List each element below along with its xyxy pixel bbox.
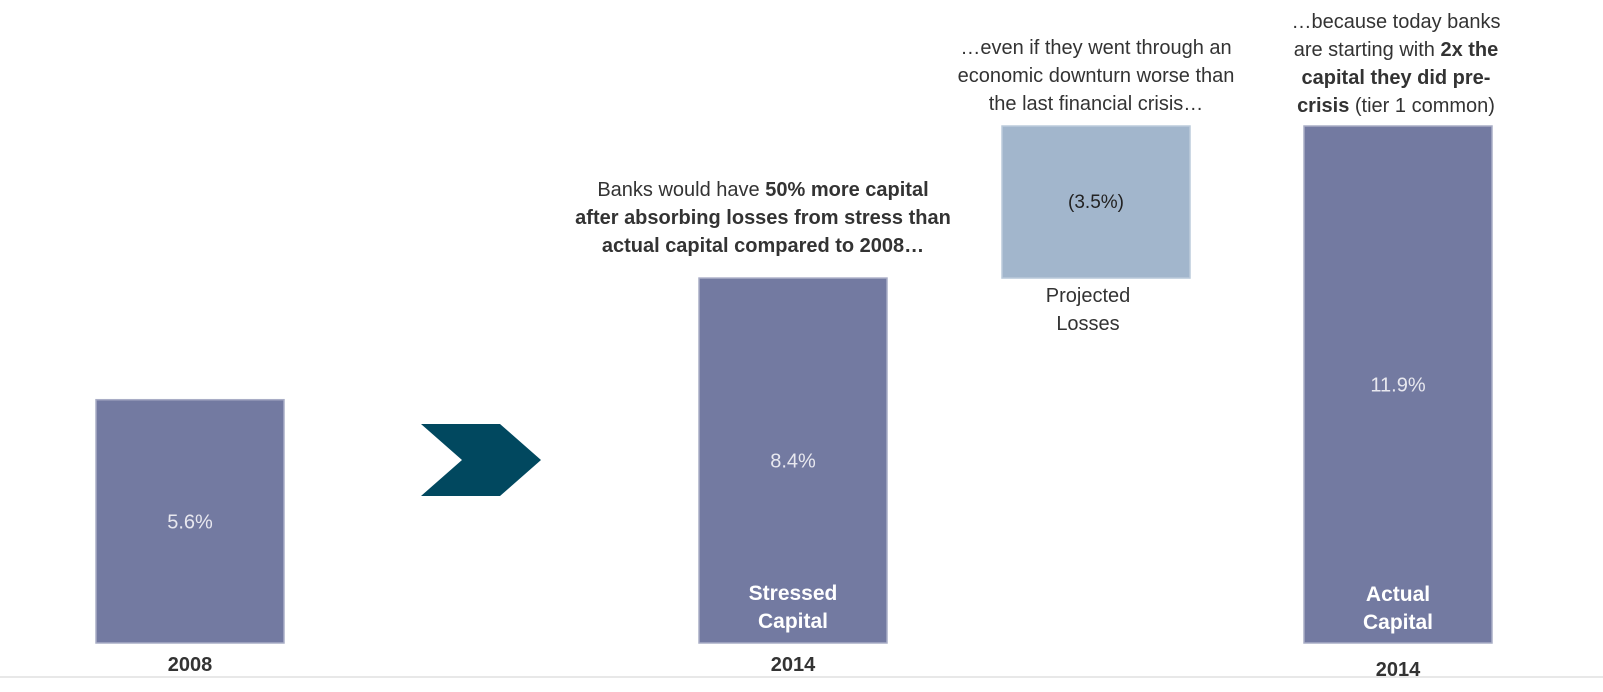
x-tick-label-losses: Losses (1056, 313, 1119, 335)
annotation-bold-text: crisis (1297, 95, 1350, 117)
stressed-capital-annotation: Banks would have 50% more capital after … (520, 176, 1006, 260)
x-tick-label-stressed: 2014 (771, 654, 816, 676)
inner-label-stressed: Capital (758, 610, 828, 633)
x-tick-label-2008: 2008 (168, 654, 213, 676)
projected-losses-annotation: …even if they went through an economic d… (896, 34, 1296, 118)
x-tick-label-actual: 2014 (1376, 659, 1421, 681)
x-tick-label-losses: Projected (1046, 285, 1131, 307)
annotation-text: are starting with (1293, 39, 1441, 61)
bar-stressed (698, 277, 888, 644)
annotation-bold-text: actual capital compared to 2008… (601, 235, 925, 257)
data-label-losses: (3.5%) (1068, 192, 1124, 213)
data-label-stressed: 8.4% (770, 451, 816, 473)
annotation-bold-text: after absorbing losses from stress than (575, 207, 951, 229)
annotation-text: economic downturn worse than (957, 65, 1235, 87)
annotation-text: the last financial crisis… (988, 93, 1204, 115)
inner-label-actual: Capital (1363, 611, 1433, 634)
data-label-actual: 11.9% (1370, 375, 1425, 397)
annotation-bold-text: 50% more capital (765, 179, 929, 201)
annotation-text: (tier 1 common) (1349, 95, 1495, 117)
annotation-text: …because today banks (1291, 11, 1501, 33)
bar-2008 (95, 398, 285, 644)
bar-actual (1303, 125, 1493, 644)
annotation-bold-text: capital they did pre- (1301, 67, 1491, 89)
annotation-text: Banks would have (597, 179, 766, 201)
actual-capital-annotation: …because today banks are starting with 2… (1256, 8, 1536, 120)
bar-losses (1001, 125, 1191, 279)
inner-label-actual: Actual (1366, 583, 1430, 606)
annotation-bold-text: 2x the (1440, 39, 1499, 61)
annotation-text: …even if they went through an (960, 37, 1232, 59)
chevron-arrow-icon (421, 424, 541, 496)
inner-label-stressed: Stressed (749, 582, 838, 605)
data-label-2008: 5.6% (167, 511, 213, 533)
